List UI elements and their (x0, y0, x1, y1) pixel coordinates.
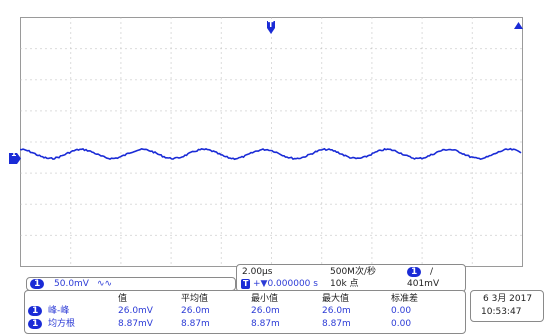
table-row-1-max: 26.0m (322, 306, 351, 316)
table-row-1-min: 26.0m (251, 306, 280, 316)
bandwidth-limit-icon: ∿∿ (97, 279, 113, 289)
trigger-position-label: T (268, 20, 274, 29)
datetime-box[interactable]: 6 3月 2017 10:53:47 (470, 290, 544, 322)
trigger-icon: T (241, 279, 251, 289)
table-row-2-name: 均方根 (48, 319, 76, 329)
time-per-division: 2.00µs (242, 267, 273, 277)
channel-1-trace (20, 147, 522, 161)
table-row-1-stddev: 0.00 (391, 306, 412, 316)
table-row-1-name: 峰-峰 (48, 306, 70, 316)
measurement-table[interactable]: 值 平均值 最小值 最大值 标准差 1 峰-峰 26.0mV 26.0m 26.… (24, 290, 466, 334)
table-row-2-min: 8.87m (251, 319, 280, 329)
col-header-mean: 平均值 (181, 294, 209, 304)
graticule-grid (20, 17, 523, 267)
channel-1-scale-box[interactable]: 1 50.0mV ∿∿ (26, 277, 236, 291)
trigger-slope-icon: / (430, 267, 434, 277)
channel-1-level-label: 1 (11, 149, 17, 158)
channel-1-badge: 1 (30, 279, 45, 289)
col-header-max: 最大值 (322, 294, 350, 304)
col-header-value: 值 (118, 294, 128, 304)
trigger-source-badge: 1 (407, 267, 422, 277)
trigger-level-arrow-icon[interactable] (514, 16, 523, 35)
channel-1-level-marker[interactable]: 1 (9, 149, 21, 168)
record-length: 10k 点 (330, 279, 359, 289)
trigger-position-marker[interactable]: T (266, 20, 276, 39)
channel-1-scale: 50.0mV (54, 279, 89, 289)
trigger-delay: +▼0.000000 s (253, 279, 318, 289)
table-row-2-max: 8.87m (322, 319, 351, 329)
table-row-1-value: 26.0mV (118, 306, 153, 316)
date-label: 6 3月 2017 (483, 294, 533, 304)
table-row-1-mean: 26.0m (181, 306, 210, 316)
table-row-2-mean: 8.87m (181, 319, 210, 329)
timebase-trigger-box[interactable]: 2.00µs T +▼0.000000 s 500M次/秒 10k 点 1 / … (236, 264, 466, 292)
table-row-1-channel: 1 (28, 306, 43, 316)
waveform-display[interactable] (20, 17, 523, 267)
table-row-2-stddev: 0.00 (391, 319, 412, 329)
table-row-2-value: 8.87mV (118, 319, 153, 329)
time-label: 10:53:47 (481, 307, 522, 317)
sample-rate: 500M次/秒 (330, 267, 376, 277)
trigger-level: 401mV (407, 279, 440, 289)
col-header-min: 最小值 (251, 294, 279, 304)
table-row-2-channel: 1 (28, 319, 43, 329)
col-header-stddev: 标准差 (391, 294, 419, 304)
